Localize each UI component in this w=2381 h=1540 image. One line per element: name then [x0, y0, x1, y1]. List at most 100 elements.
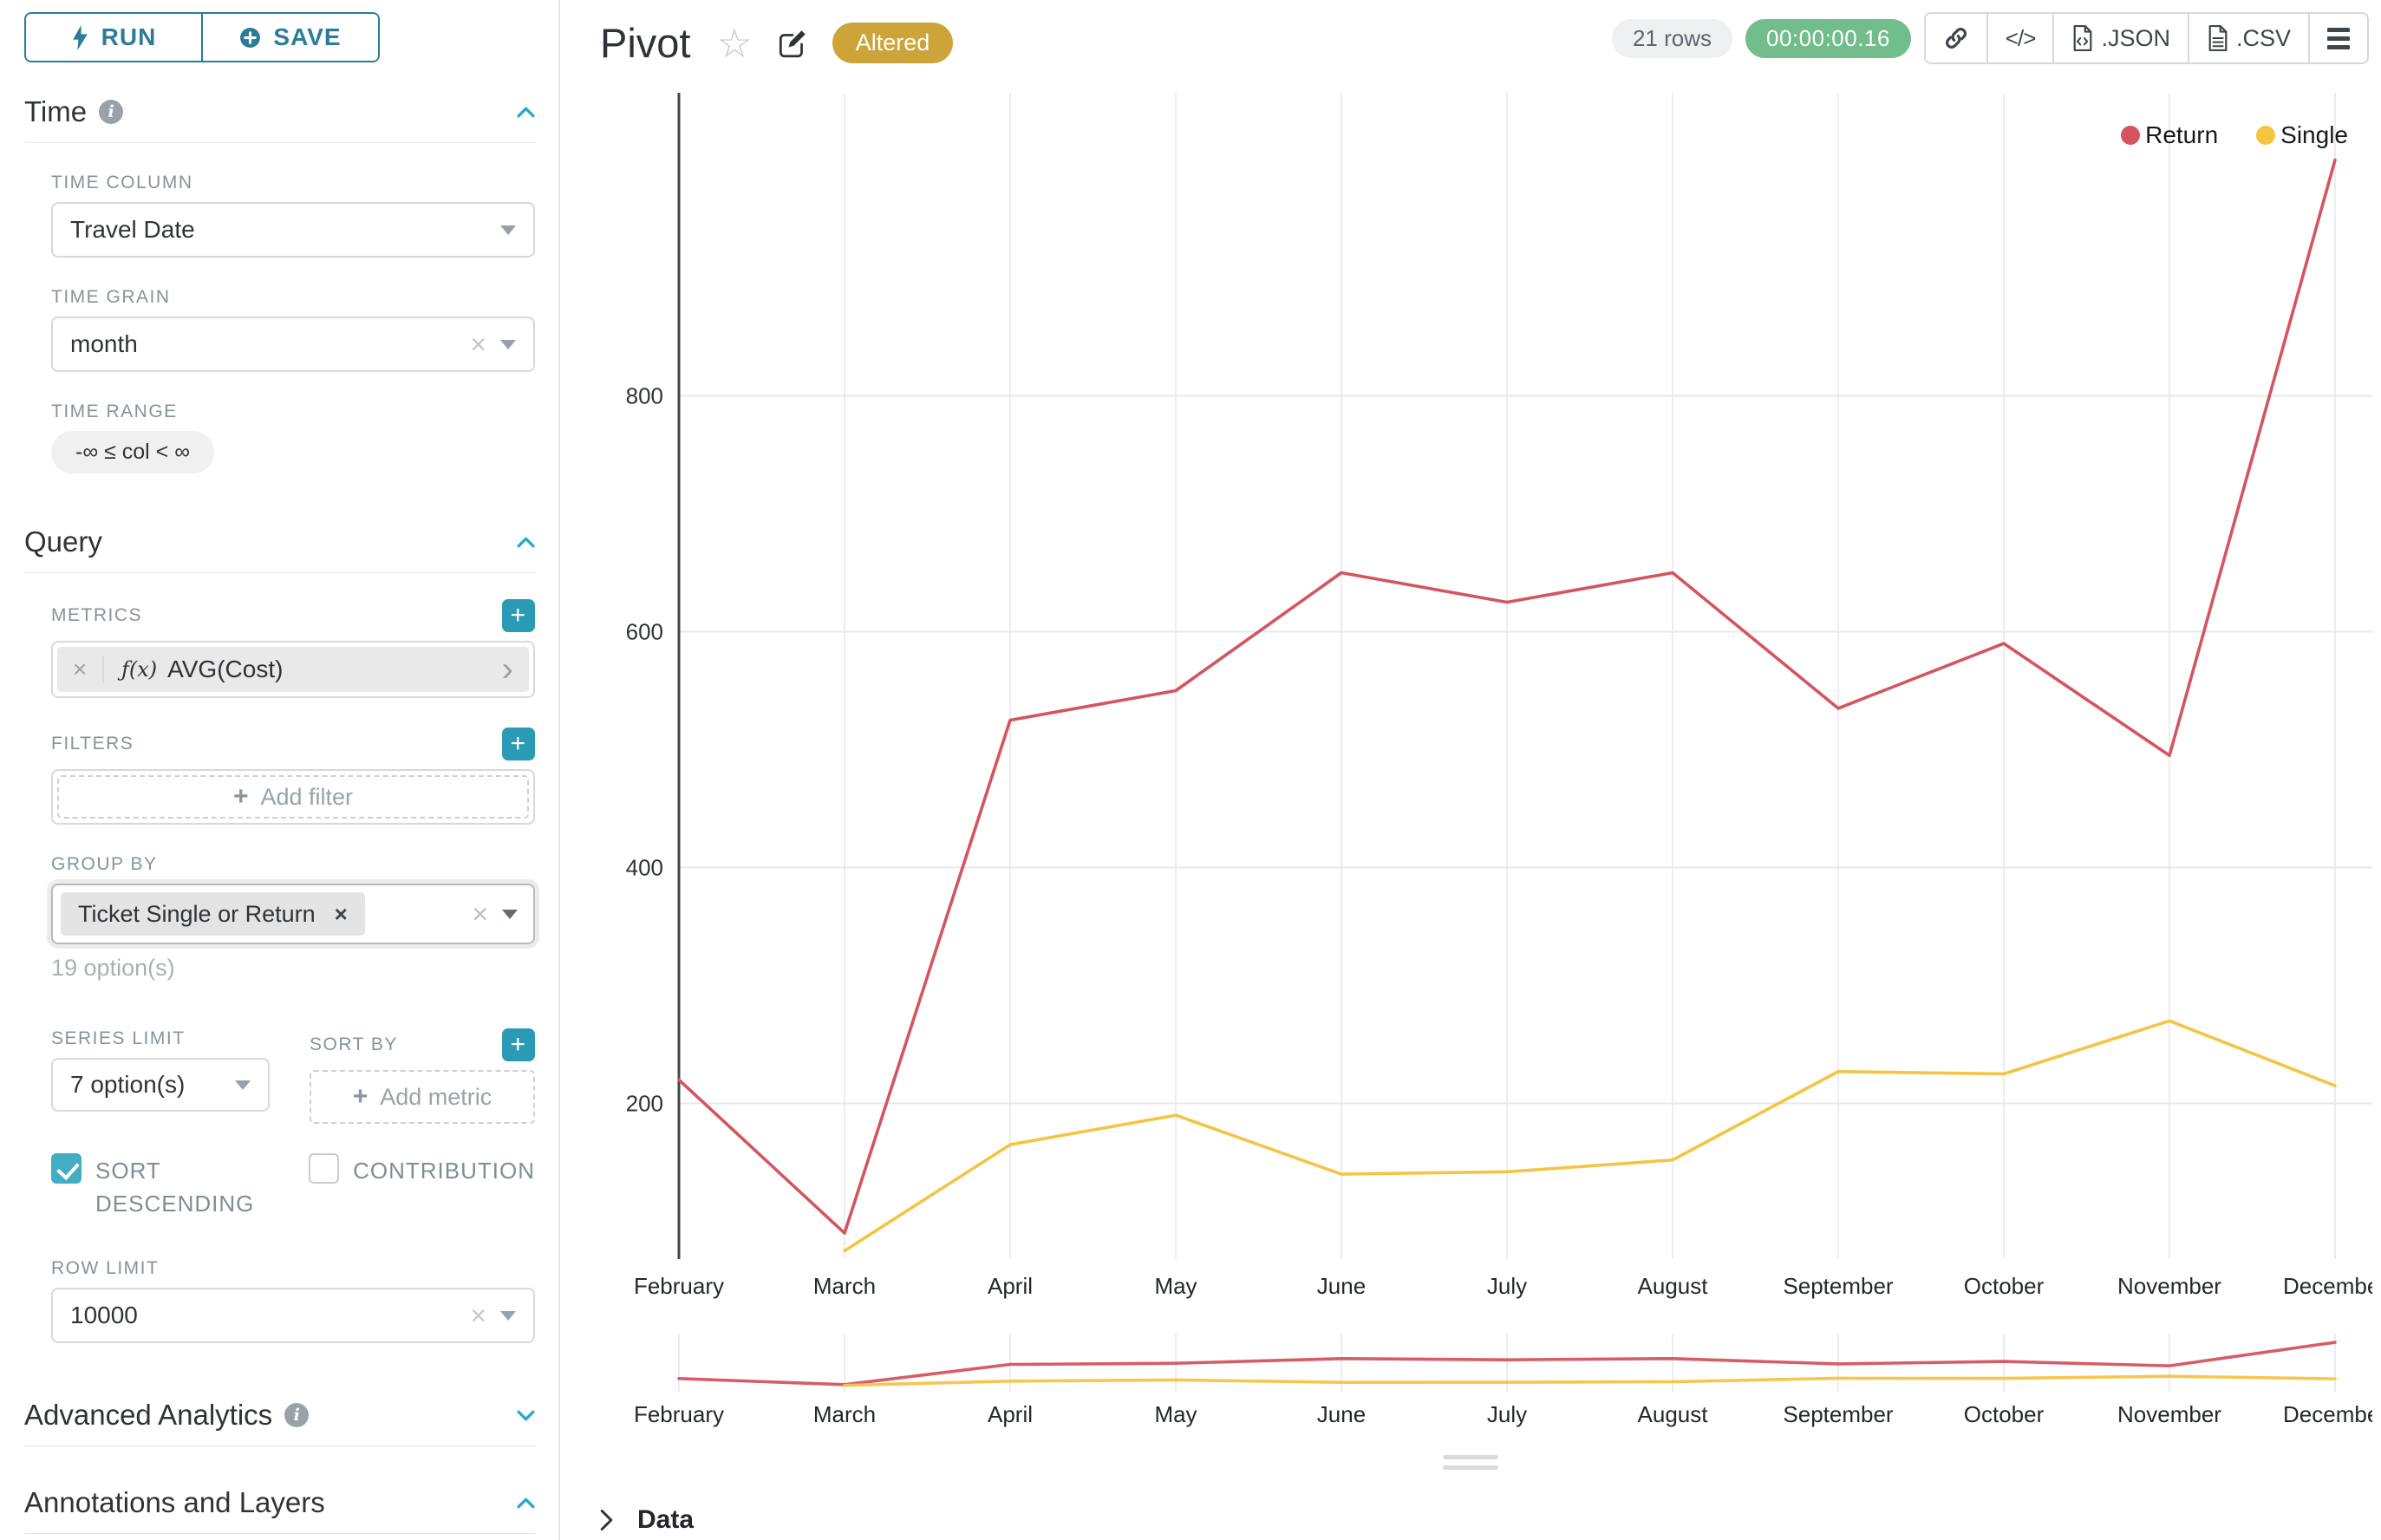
checkbox-checked-icon[interactable] [51, 1153, 82, 1184]
svg-text:200: 200 [626, 1090, 663, 1116]
caret-down-icon [500, 1310, 516, 1321]
group-by-chip-label: Ticket Single or Return [78, 900, 316, 927]
row-limit-select[interactable]: 10000 × [51, 1288, 535, 1344]
save-label: SAVE [273, 23, 342, 50]
annotations-header[interactable]: Annotations and Layers [24, 1486, 536, 1519]
series-limit-value: 7 option(s) [70, 1071, 186, 1098]
filters-control: + Add filter [51, 769, 535, 825]
save-button[interactable]: SAVE [201, 14, 378, 61]
svg-text:July: July [1487, 1401, 1527, 1427]
svg-text:August: August [1638, 1401, 1709, 1427]
file-csv-icon [2208, 24, 2228, 52]
view-query-button[interactable]: </> [1986, 14, 2053, 62]
code-icon: </> [2005, 24, 2037, 51]
chart-pane: Pivot ☆ Altered 21 rows 00:00:00.16 </> … [560, 0, 2381, 1540]
export-csv-label: .CSV [2235, 24, 2291, 51]
sort-by-label: SORT BY [310, 1034, 398, 1054]
svg-text:April: April [988, 1273, 1033, 1299]
time-section-title: Time [24, 95, 88, 127]
add-sort-metric-dropzone[interactable]: + Add metric [310, 1070, 535, 1124]
caret-down-icon [500, 225, 516, 235]
legend-dot-icon [2121, 126, 2141, 145]
legend-item[interactable]: Single [2256, 121, 2348, 149]
add-filter-button[interactable]: + [502, 728, 535, 760]
svg-text:February: February [634, 1273, 724, 1299]
time-column-label: TIME COLUMN [51, 173, 193, 192]
clear-icon[interactable]: × [472, 898, 488, 930]
advanced-analytics-header[interactable]: Advanced Analytics i [24, 1399, 536, 1432]
checkbox-unchecked-icon[interactable] [309, 1153, 340, 1184]
more-options-button[interactable] [2308, 14, 2367, 62]
run-button[interactable]: RUN [26, 14, 201, 61]
section-divider [24, 1533, 536, 1535]
short-link-button[interactable] [1925, 14, 1986, 62]
add-metric-button[interactable]: + [502, 599, 535, 632]
svg-text:March: March [813, 1273, 876, 1299]
line-chart[interactable]: 200 400 600 800 February February March March Ap… [560, 87, 2372, 1457]
time-column-select[interactable]: Travel Date [51, 202, 535, 258]
info-icon: i [284, 1403, 310, 1428]
svg-text:May: May [1154, 1401, 1197, 1427]
add-metric-placeholder: Add metric [380, 1083, 493, 1110]
menu-icon [2327, 27, 2350, 49]
time-range-value[interactable]: -∞ ≤ col < ∞ [51, 431, 215, 473]
svg-text:October: October [1964, 1401, 2045, 1427]
svg-text:August: August [1638, 1273, 1709, 1299]
group-by-chip[interactable]: Ticket Single or Return × [61, 892, 365, 936]
export-csv-button[interactable]: .CSV [2187, 14, 2308, 62]
svg-text:October: October [1964, 1273, 2045, 1299]
clear-icon[interactable]: × [470, 329, 486, 360]
contribution-label: CONTRIBUTION [353, 1158, 535, 1184]
series-limit-select[interactable]: 7 option(s) [51, 1058, 270, 1112]
chevron-up-icon[interactable] [516, 1497, 536, 1510]
export-json-button[interactable]: .JSON [2052, 14, 2188, 62]
remove-chip-icon[interactable]: × [334, 900, 348, 927]
row-count-pill: 21 rows [1611, 18, 1732, 58]
section-divider [24, 142, 536, 143]
chart-title: Pivot [600, 20, 691, 66]
svg-text:December: December [2283, 1401, 2372, 1427]
link-icon [1945, 28, 1967, 49]
time-grain-select[interactable]: month × [51, 316, 535, 372]
chart-legend[interactable]: Return Single [2121, 121, 2348, 149]
query-section-header[interactable]: Query [24, 525, 536, 558]
svg-text:September: September [1783, 1401, 1894, 1427]
add-filter-dropzone[interactable]: + Add filter [57, 775, 529, 819]
expand-metric-icon[interactable]: › [501, 650, 513, 688]
time-section-header[interactable]: Time i [24, 95, 536, 128]
query-section-title: Query [24, 525, 102, 558]
query-timer-pill: 00:00:00.16 [1745, 18, 1911, 58]
metric-chip[interactable]: × ƒ(x) AVG(Cost) › [57, 647, 529, 692]
caret-down-icon [500, 339, 516, 349]
group-by-select[interactable]: Ticket Single or Return × × [51, 884, 535, 944]
altered-badge[interactable]: Altered [832, 23, 954, 63]
add-sort-metric-button[interactable]: + [502, 1028, 535, 1061]
group-by-options-hint: 19 option(s) [51, 955, 175, 981]
svg-text:June: June [1317, 1273, 1366, 1299]
contribution-checkbox[interactable]: CONTRIBUTION [309, 1153, 535, 1220]
caret-down-icon [235, 1080, 251, 1090]
add-filter-placeholder: Add filter [260, 783, 354, 810]
favorite-star-icon[interactable]: ☆ [716, 20, 753, 66]
data-panel-toggle[interactable]: Data [598, 1505, 694, 1535]
metrics-control: × ƒ(x) AVG(Cost) › [51, 641, 535, 698]
time-column-value: Travel Date [70, 216, 195, 243]
section-divider [24, 572, 536, 573]
run-label: RUN [101, 23, 157, 50]
row-limit-value: 10000 [70, 1302, 138, 1329]
legend-item[interactable]: Return [2121, 121, 2218, 149]
legend-label: Return [2145, 121, 2219, 148]
remove-metric-icon[interactable]: × [57, 656, 104, 683]
chevron-up-icon[interactable] [516, 536, 536, 549]
sort-descending-label: SORT DESCENDING [95, 1158, 255, 1217]
resize-handle[interactable] [1443, 1455, 1498, 1470]
plus-icon: + [232, 782, 249, 811]
edit-icon[interactable] [775, 26, 810, 61]
metrics-label: METRICS [51, 605, 142, 625]
chevron-down-icon[interactable] [516, 1409, 536, 1422]
chevron-up-icon[interactable] [516, 106, 536, 119]
clear-icon[interactable]: × [470, 1300, 486, 1332]
control-panel: RUN SAVE Time i TIME COLUMN Travel Date T… [0, 0, 560, 1540]
sort-descending-checkbox[interactable]: SORT DESCENDING [51, 1153, 269, 1220]
